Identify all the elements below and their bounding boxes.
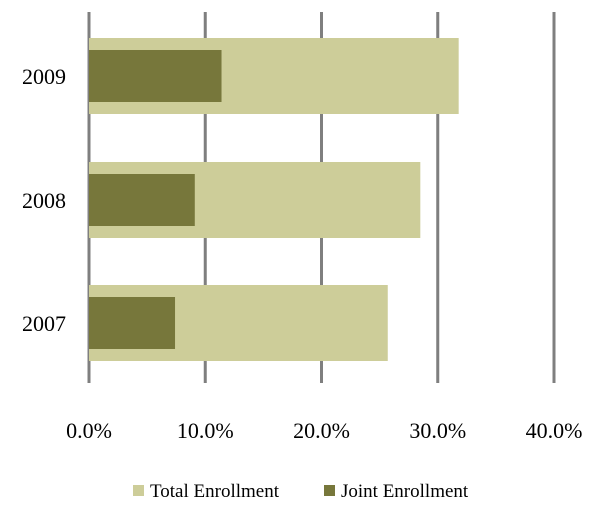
category-label-2009: 2009 xyxy=(22,64,66,89)
legend: Total Enrollment Joint Enrollment xyxy=(133,481,469,502)
x-tick-label: 20.0% xyxy=(293,418,350,443)
legend-swatch-joint-enrollment xyxy=(324,485,335,496)
legend-swatch-total-enrollment xyxy=(133,485,144,496)
category-label-2007: 2007 xyxy=(22,311,66,336)
category-label-2008: 2008 xyxy=(22,188,66,213)
x-tick-label: 30.0% xyxy=(409,418,466,443)
x-tick-label: 0.0% xyxy=(66,418,112,443)
x-tick-labels: 0.0% 10.0% 20.0% 30.0% 40.0% xyxy=(66,418,582,443)
legend-label-joint-enrollment: Joint Enrollment xyxy=(341,481,469,502)
category-labels: 2009 2008 2007 xyxy=(22,64,66,336)
bars xyxy=(89,38,459,361)
legend-item-total-enrollment: Total Enrollment xyxy=(133,481,280,502)
x-tick-label: 10.0% xyxy=(177,418,234,443)
bar-joint-enrollment-2008 xyxy=(89,174,195,226)
x-tick-label: 40.0% xyxy=(526,418,583,443)
bar-joint-enrollment-2007 xyxy=(89,297,176,349)
legend-label-total-enrollment: Total Enrollment xyxy=(150,481,280,502)
legend-item-joint-enrollment: Joint Enrollment xyxy=(324,481,469,502)
bar-joint-enrollment-2009 xyxy=(89,50,222,102)
